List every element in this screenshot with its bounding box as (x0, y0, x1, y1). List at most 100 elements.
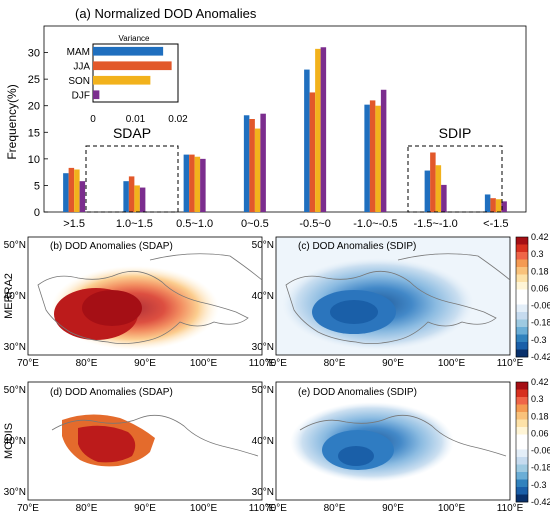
map-title-b: (b) DOD Anomalies (SDAP) (50, 241, 173, 252)
colorbar-swatch (516, 259, 528, 268)
map-x-tick-label: 70°E (17, 358, 39, 369)
sdip-group-box (407, 145, 503, 213)
dod-anomaly-max-b (82, 290, 142, 326)
variance-x-tick: 0.02 (168, 114, 188, 125)
colorbar-swatch (516, 334, 528, 343)
colorbar-swatch (516, 252, 528, 260)
map-y-tick-label: 30°N (252, 487, 274, 498)
map-x-tick-label: 80°E (324, 503, 346, 514)
bar-jja (490, 198, 496, 212)
bar-jja (128, 176, 135, 212)
colorbar-swatch (516, 244, 528, 253)
map-x-tick-label: 100°E (438, 503, 466, 514)
sdap-group-label: SDAP (113, 125, 151, 141)
bar-jja (309, 92, 316, 212)
y-tick-label: 0 (34, 207, 40, 219)
map-y-tick-label: 30°N (4, 487, 26, 498)
y-tick-label: 15 (28, 127, 40, 139)
map-y-tick-label: 50°N (4, 240, 26, 251)
variance-category-label: SON (68, 76, 90, 87)
bar-mam (183, 154, 190, 212)
map-title-d: (d) DOD Anomalies (SDAP) (50, 387, 173, 398)
dod-anomaly-max-c (330, 300, 378, 324)
y-axis-label: Frequency(%) (5, 84, 19, 159)
colorbar-swatch (516, 342, 528, 350)
colorbar-label: 0.3 (531, 249, 544, 259)
variance-inset-title: Variance (119, 34, 151, 43)
map-x-tick-label: 90°E (382, 358, 404, 369)
colorbar-swatch (516, 327, 528, 335)
bar-series (63, 47, 507, 213)
mountain-contour-c (397, 253, 511, 281)
colorbar-label: 0.42 (531, 377, 549, 387)
map-y-tick-label: 30°N (4, 342, 26, 353)
colorbar-swatch (516, 412, 528, 420)
variance-bar-djf (93, 90, 100, 100)
colorbar-swatch (516, 312, 528, 320)
bar-mam (424, 170, 431, 212)
colorbar-swatch (516, 319, 528, 328)
bar-son (194, 156, 201, 212)
map-panel-b: (b) DOD Anomalies (SDAP) (27, 236, 263, 356)
colorbar-swatch (516, 404, 528, 413)
colorbar-swatch (516, 419, 528, 428)
colorbar-swatch (516, 472, 528, 480)
bar-son (254, 128, 261, 212)
colorbar-swatch (516, 304, 528, 313)
map-x-tick-label: 110°E (497, 358, 524, 369)
bar-djf (320, 47, 327, 212)
variance-bars (93, 46, 172, 100)
colorbar-swatch (516, 289, 528, 298)
basin-contour-e (299, 414, 507, 457)
colorbar-swatch (516, 479, 528, 488)
bar-jja (430, 152, 436, 212)
colorbar-label: -0.06 (531, 446, 550, 456)
colorbar-swatch (516, 487, 528, 495)
map-x-tick-label: 70°E (265, 358, 287, 369)
bar-djf (200, 158, 206, 212)
map-x-tick-label: 90°E (382, 503, 404, 514)
bar-son (134, 185, 140, 212)
bar-jja (189, 154, 195, 212)
map-x-tick-label: 80°E (76, 503, 98, 514)
bar-djf (501, 201, 507, 212)
variance-bar-jja (93, 61, 172, 71)
map-y-tick-label: 40°N (4, 291, 26, 302)
map-x-tick-label: 110°E (497, 503, 524, 514)
colorbar-label: -0.06 (531, 301, 550, 311)
y-tick-label: 10 (28, 154, 40, 166)
bar-mam (364, 104, 370, 212)
colorbar-swatch (516, 297, 528, 305)
colorbar-label: 0.42 (531, 232, 549, 242)
map-x-tick-label: 100°E (438, 358, 466, 369)
mountain-contour-b (149, 253, 263, 281)
bar-mam (123, 181, 129, 212)
variance-category-label: MAM (67, 47, 90, 58)
bar-son (315, 48, 321, 213)
variance-category-label: DJF (72, 90, 90, 101)
x-tick-labels: >1.5 1.0~1.5 0.5~1.0 0~0.5 -0.5~0 -1.0~-0.5 -1… (63, 218, 508, 230)
variance-x-ticks: 0 0.01 0.02 (90, 114, 188, 125)
y-tick-label: 5 (34, 180, 40, 192)
bar-son (375, 105, 381, 212)
map-y-tick-label: 40°N (4, 436, 26, 447)
map-title-c: (c) DOD Anomalies (SDIP) (298, 241, 416, 252)
colorbar-swatch (516, 349, 528, 358)
x-tick-label: 1.0~1.5 (116, 218, 153, 230)
colorbar-label: 0.18 (531, 411, 549, 421)
colorbar-swatch (516, 282, 528, 290)
bar-jja (249, 119, 255, 212)
dod-anomaly-max-e (338, 446, 374, 466)
variance-x-tick: 0.01 (126, 114, 146, 125)
colorbar-swatch (516, 449, 528, 458)
map-y-tick-label: 30°N (252, 342, 274, 353)
map-x-tick-label: 90°E (134, 503, 156, 514)
x-tick-label: >1.5 (63, 218, 85, 230)
bar-djf (380, 89, 387, 212)
colorbar-frame (515, 381, 529, 503)
map-y-tick-label: 40°N (252, 291, 274, 302)
map-x-tick-label: 70°E (265, 503, 287, 514)
colorbar-swatch (516, 397, 528, 405)
bar-mam (304, 69, 310, 212)
